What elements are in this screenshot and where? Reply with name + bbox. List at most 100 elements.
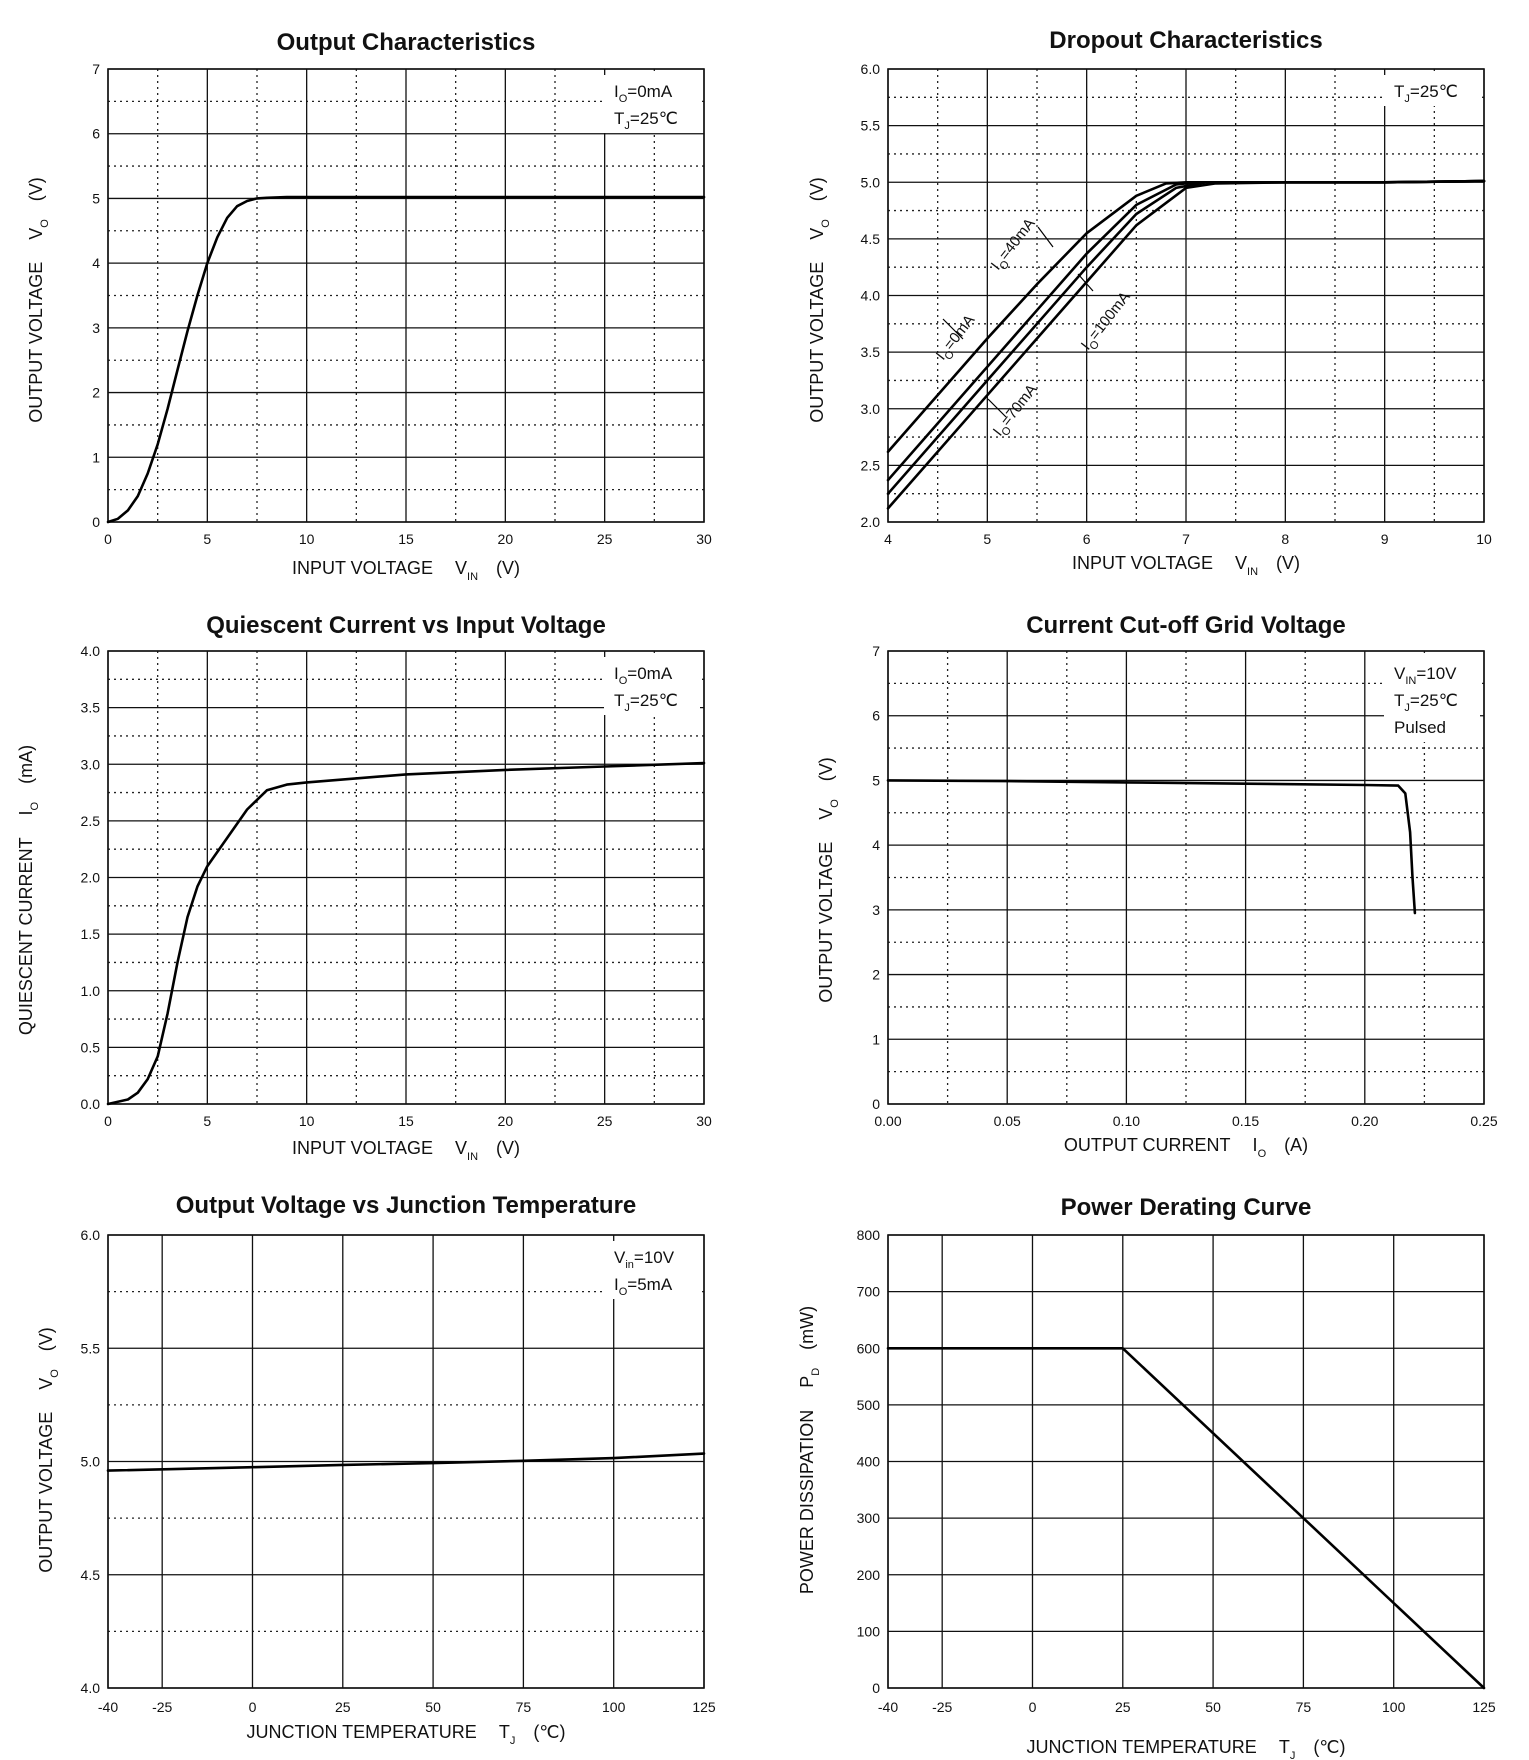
y-axis-label: OUTPUT VOLTAGEVO(V): [36, 1327, 61, 1573]
condition-annotation: IO=0mA: [614, 82, 673, 105]
x-tick-label: 7: [1182, 531, 1190, 547]
chart-panel-4: Current Cut-off Grid Voltage VIN=10V TJ=25…: [816, 612, 1498, 1160]
x-axis-label: INPUT VOLTAGE VIN (V): [292, 558, 520, 583]
y-tick-label: 4.5: [81, 1567, 101, 1583]
y-tick-label: 4.0: [861, 288, 881, 304]
x-tick-label: 25: [335, 1699, 351, 1715]
x-tick-label: 25: [1115, 1699, 1131, 1715]
x-tick-label: 50: [1205, 1699, 1221, 1715]
x-tick-label: 8: [1281, 531, 1289, 547]
y-tick-label: 7: [92, 61, 100, 77]
series-line-1: [106, 195, 706, 524]
x-tick-label: 20: [498, 1113, 514, 1129]
x-axis-label: INPUT VOLTAGE VIN (V): [1072, 553, 1300, 578]
x-tick-label: 15: [398, 1113, 414, 1129]
x-tick-label: 0.05: [994, 1113, 1021, 1129]
series-line-1: [106, 1452, 706, 1472]
x-axis-label: INPUT VOLTAGE VIN (V): [292, 1138, 520, 1163]
series-line-1: [106, 761, 706, 1106]
x-tick-label: 0.25: [1470, 1113, 1497, 1129]
y-tick-label: 100: [857, 1623, 881, 1639]
y-tick-label: 1: [92, 449, 100, 465]
y-axis-label: OUTPUT VOLTAGEVO(V): [807, 177, 832, 423]
condition-annotation: Vin=10V: [614, 1248, 675, 1271]
x-tick-label: 25: [597, 1113, 613, 1129]
y-tick-label: 0.5: [81, 1039, 101, 1055]
x-tick-label: 0.20: [1351, 1113, 1378, 1129]
y-tick-label: 5.5: [861, 118, 881, 134]
x-tick-label: -25: [932, 1699, 952, 1715]
series-line-1: [886, 1347, 1486, 1690]
x-tick-label: 0.15: [1232, 1113, 1259, 1129]
plot-frame: [887, 68, 1485, 523]
label-leader: [987, 398, 1007, 418]
y-tick-label: 5: [872, 772, 880, 788]
condition-annotation: Pulsed: [1394, 718, 1446, 737]
y-tick-label: 5.0: [81, 1454, 101, 1470]
y-tick-label: 3.5: [861, 344, 881, 360]
y-tick-label: 3: [92, 320, 100, 336]
y-tick-label: 5: [92, 190, 100, 206]
y-tick-label: 600: [857, 1340, 881, 1356]
y-tick-label: 3: [872, 902, 880, 918]
x-tick-label: 75: [516, 1699, 532, 1715]
chart-title: Output Voltage vs Junction Temperature: [176, 1192, 637, 1219]
y-axis-label: QUIESCENT CURRENTIO(mA): [16, 745, 41, 1035]
y-tick-label: 800: [857, 1227, 881, 1243]
series-label: IO=70mA: [990, 381, 1044, 442]
condition-annotation: TJ=25℃: [614, 691, 678, 714]
chart-title: Current Cut-off Grid Voltage: [1026, 612, 1346, 639]
x-tick-label: 100: [1382, 1699, 1406, 1715]
x-tick-label: 25: [597, 531, 613, 547]
x-tick-label: 30: [696, 531, 712, 547]
x-tick-label: 125: [1472, 1699, 1496, 1715]
y-tick-label: 0: [872, 1680, 880, 1696]
plot-frame: [107, 650, 705, 1105]
y-tick-label: 2.0: [861, 514, 881, 530]
annotation-backdrop: [604, 75, 700, 133]
x-tick-label: 4: [884, 531, 892, 547]
label-leader: [1077, 273, 1094, 292]
x-tick-label: 5: [203, 1113, 211, 1129]
chart-panel-5: Output Voltage vs Junction Temperature Vi…: [36, 1192, 716, 1747]
x-tick-label: 125: [692, 1699, 716, 1715]
condition-annotation: TJ=25℃: [614, 109, 678, 132]
series-label: IO=0mA: [933, 312, 982, 366]
chart-panel-3: Quiescent Current vs Input Voltage IO=0mA…: [16, 612, 712, 1163]
condition-annotation: TJ=25℃: [1394, 691, 1458, 714]
x-tick-label: 0.00: [874, 1113, 901, 1129]
y-tick-label: 2.5: [861, 457, 881, 473]
y-tick-label: 700: [857, 1284, 881, 1300]
y-axis-label: OUTPUT VOLTAGEVO(V): [816, 757, 841, 1003]
plot-frame: [107, 68, 705, 523]
y-tick-label: 2.5: [81, 813, 101, 829]
x-tick-label: 0: [104, 531, 112, 547]
y-tick-label: 0.0: [81, 1096, 101, 1112]
y-tick-label: 7: [872, 643, 880, 659]
series-line-4: [886, 179, 1486, 510]
x-tick-label: 10: [299, 1113, 315, 1129]
y-tick-label: 3.5: [81, 700, 101, 716]
y-tick-label: 300: [857, 1510, 881, 1526]
condition-annotation: IO=5mA: [614, 1275, 673, 1298]
y-tick-label: 1.5: [81, 926, 101, 942]
y-tick-label: 3.0: [861, 401, 881, 417]
annotation-backdrop: [604, 1241, 700, 1299]
y-axis-label: POWER DISSIPATIONPD(mW): [797, 1306, 822, 1594]
y-tick-label: 6: [872, 708, 880, 724]
y-tick-label: 4.0: [81, 1680, 101, 1696]
x-tick-label: 100: [602, 1699, 626, 1715]
chart-title: Output Characteristics: [277, 29, 536, 56]
y-tick-label: 5.5: [81, 1340, 101, 1356]
x-tick-label: 30: [696, 1113, 712, 1129]
x-tick-label: -25: [152, 1699, 172, 1715]
chart-panel-2: Dropout Characteristics TJ=25℃ 4 5 6 7 8 9 10 2.0…: [807, 27, 1492, 578]
y-tick-label: 1.0: [81, 983, 101, 999]
x-tick-label: 50: [425, 1699, 441, 1715]
x-tick-label: 10: [299, 531, 315, 547]
x-tick-label: 0: [1029, 1699, 1037, 1715]
x-tick-label: 75: [1296, 1699, 1312, 1715]
y-tick-label: 3.0: [81, 756, 101, 772]
condition-annotation: IO=0mA: [614, 664, 673, 687]
chart-title: Quiescent Current vs Input Voltage: [206, 612, 606, 639]
